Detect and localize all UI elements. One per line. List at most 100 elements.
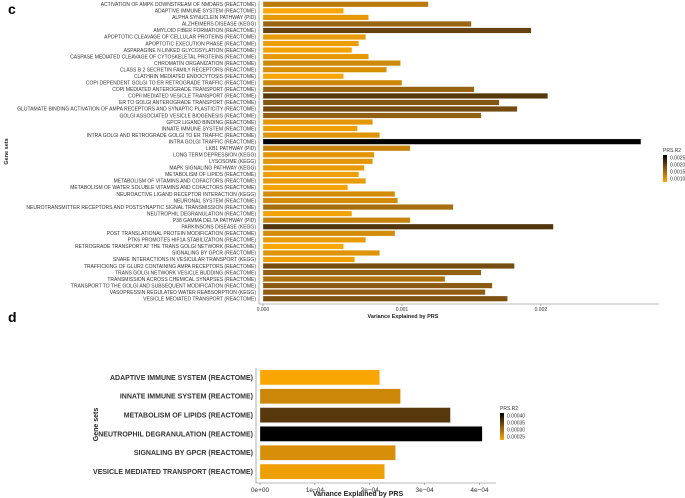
x-tick-label: 0.001	[396, 307, 409, 313]
y-tick-label: SIGNALING BY GPCR (REACTOME)	[172, 251, 256, 257]
bar	[262, 276, 446, 282]
bar	[262, 27, 532, 34]
y-tick-label: TRANSMISSION ACROSS CHEMICAL SYNAPSES (R…	[107, 277, 256, 283]
bar	[259, 369, 380, 386]
y-tick-label: GOLGI ASSOCIATED VESICLE BIOGENESIS (REA…	[119, 113, 256, 119]
bar	[262, 171, 360, 178]
legend-label: 0.00030	[507, 428, 525, 434]
bar	[262, 282, 493, 289]
y-tick-label: METABOLISM OF LIPIDS (REACTOME)	[165, 172, 256, 178]
legend-label: 0.0015	[670, 170, 685, 176]
bar	[262, 125, 358, 132]
bar	[262, 145, 411, 152]
y-tick-label: LONG TERM DEPRESSION (KEGG)	[173, 153, 256, 159]
y-tick-label: TRAFFICKING OF GLUR2 CONTAINING AMPA REC…	[84, 264, 256, 270]
bar	[259, 407, 451, 423]
bar	[262, 132, 380, 139]
bar	[262, 34, 366, 40]
bar	[262, 178, 366, 184]
bar	[262, 151, 375, 158]
bar	[262, 7, 344, 14]
y-tick-label: COPI DEPENDENT GOLGI TO ER RETROGRADE TR…	[86, 81, 256, 87]
bar	[262, 47, 353, 53]
bar	[262, 164, 365, 171]
legend-colorbar	[500, 413, 504, 440]
y-tick-label: CHROMATIN ORGANIZATION (REACTOME)	[154, 61, 256, 67]
y-tick-label: GPCR LIGAND BINDING (REACTOME)	[166, 120, 256, 126]
y-axis-title: Gene sets	[93, 408, 100, 442]
y-tick-label: PTK6 PROMOTES HIF1A STABILIZATION (REACT…	[128, 238, 257, 244]
bar	[262, 230, 396, 237]
y-tick-label: METABOLISM OF VITAMINS AND COFACTORS (RE…	[114, 179, 257, 185]
y-tick-label: NEURONAL SYSTEM (REACTOME)	[173, 198, 256, 204]
bar	[259, 445, 396, 461]
legend-label: 0.0020	[670, 163, 685, 169]
bar	[262, 40, 360, 47]
y-tick-label: MAPK SIGNALING PATHWAY (KEGG)	[169, 166, 256, 172]
y-tick-label: P38 GAMMA DELTA PATHWAY (PID)	[173, 218, 256, 224]
bar	[262, 106, 518, 112]
y-tick-label: NEUTROPHIL DEGRANULATION (REACTOME)	[147, 211, 256, 217]
legend-label: 0.0025	[670, 156, 685, 162]
y-tick-label: TRANSPORT TO THE GOLGI AND SUBSEQUENT MO…	[71, 283, 256, 289]
y-tick-label: ALZHEIMERS DISEASE (KEGG)	[182, 22, 257, 28]
y-tick-label: PARKINSONS DISEASE (KEGG)	[181, 225, 256, 231]
bar	[262, 191, 396, 197]
y-tick-label: SIGNALING BY GPCR (REACTOME)	[134, 450, 253, 457]
y-tick-label: ER TO GOLGI ANTEROGRADE TRANSPORT (REACT…	[119, 100, 256, 106]
bar	[262, 92, 548, 99]
y-tick-label: LYSOSOME (KEGG)	[209, 159, 256, 165]
x-tick-label: 4e−04	[470, 487, 489, 494]
bar	[262, 289, 486, 296]
bar	[262, 1, 429, 8]
y-tick-label: COPI MEDIATED ANTEROGRADE TRANSPORT (REA…	[112, 87, 256, 93]
bar	[262, 269, 482, 276]
bar	[262, 60, 401, 67]
panel-label-c: c	[8, 1, 16, 17]
bar	[262, 86, 475, 93]
y-tick-label: CLASS B 2 SECRETIN FAMILY RECEPTORS (REA…	[120, 67, 256, 73]
bar	[262, 217, 411, 224]
legend-title: PRS.R2	[663, 148, 681, 154]
bar	[259, 463, 385, 480]
bar	[262, 53, 369, 60]
bar	[262, 79, 403, 86]
x-tick-label: 2e−04	[361, 487, 380, 494]
y-tick-label: AMYLOID FIBER FORMATION (REACTOME)	[153, 28, 256, 34]
y-tick-label: NEUROACTIVE LIGAND RECEPTOR INTERACTION …	[116, 192, 256, 198]
y-tick-label: ACTIVATION OF AMPK DOWNSTREAM OF NMDARS …	[101, 2, 257, 8]
bar	[262, 243, 344, 250]
y-tick-label: NEUROTRANSMITTER RECEPTORS AND POSTSYNAP…	[26, 205, 256, 211]
legend-label: 0.00040	[507, 414, 525, 420]
x-tick-label: 1e−04	[306, 487, 325, 494]
panel-label-d: d	[8, 309, 17, 325]
y-tick-label: NEUTROPHIL DEGRANULATION (REACTOME)	[98, 431, 253, 438]
legend-colorbar	[663, 155, 667, 182]
bar	[262, 197, 398, 204]
y-tick-label: COPII MEDIATED VESICLE TRANSPORT (REACTO…	[128, 94, 256, 100]
bar	[262, 204, 454, 211]
bar	[262, 21, 472, 27]
x-axis-title: Variance Explained by PRS	[313, 491, 404, 498]
bar	[262, 263, 515, 269]
y-tick-label: INNATE IMMUNE SYSTEM (REACTOME)	[120, 394, 253, 401]
y-tick-label: ALPHA SYNUCLEIN PATHWAY (PID)	[172, 15, 256, 21]
legend-label: 0.00025	[507, 435, 525, 441]
y-tick-label: METABOLISM OF LIPIDS (REACTOME)	[124, 413, 253, 420]
y-tick-label: VESICLE MEDIATED TRANSPORT (REACTOME)	[143, 296, 256, 302]
bar	[262, 158, 373, 165]
y-tick-label: POST TRANSLATIONAL PROTEIN MODIFICATION …	[107, 231, 257, 237]
y-tick-label: GLUTAMATE BINDING ACTIVATION OF AMPA REC…	[17, 107, 256, 113]
bar	[262, 210, 353, 217]
x-tick-label: 0e+00	[251, 487, 270, 494]
bar	[262, 295, 508, 302]
y-tick-label: CLATHRIN MEDIATED ENDOCYTOSIS (REACTOME)	[134, 74, 256, 80]
bar	[262, 184, 348, 191]
y-tick-label: LKB1 PATHWAY (PID)	[206, 146, 256, 152]
legend-label: 0.0010	[670, 177, 685, 183]
legend-label: 0.00035	[507, 421, 525, 427]
y-tick-label: VESICLE MEDIATED TRANSPORT (REACTOME)	[93, 469, 253, 476]
bar	[262, 256, 355, 263]
y-tick-label: ASPARAGINE N LINKED GLYCOSYLATION (REACT…	[124, 48, 257, 54]
